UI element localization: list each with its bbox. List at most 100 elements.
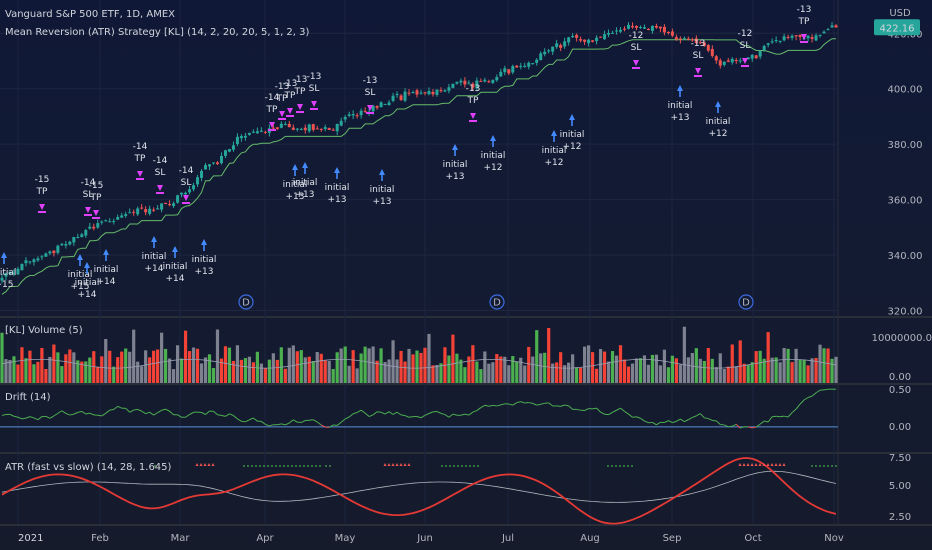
volume-bar[interactable] [650,354,655,383]
candle[interactable] [431,91,435,95]
volume-bar[interactable] [56,352,60,383]
volume-bar[interactable] [219,358,224,383]
volume-bar[interactable] [798,359,802,383]
volume-bar[interactable] [327,360,331,383]
volume-bar[interactable] [351,350,355,383]
volume-bar[interactable] [4,359,8,383]
volume-bar[interactable] [606,361,611,383]
candle[interactable] [615,30,619,32]
volume-bar[interactable] [423,347,427,383]
candle[interactable] [774,40,778,42]
candle[interactable] [164,202,168,205]
candle[interactable] [124,214,128,216]
candle[interactable] [778,40,782,42]
volume-bar[interactable] [363,346,367,383]
candle[interactable] [611,32,615,34]
candle[interactable] [231,145,235,150]
volume-bar[interactable] [183,330,188,383]
volume-bar[interactable] [567,362,571,383]
candle[interactable] [591,40,595,42]
candle[interactable] [331,129,335,131]
candle[interactable] [627,24,630,29]
candle[interactable] [511,66,515,73]
volume-bar[interactable] [770,357,774,383]
volume-bar[interactable] [16,364,20,383]
volume-bar[interactable] [499,356,503,383]
candle[interactable] [339,120,343,126]
volume-bar[interactable] [790,362,794,383]
volume-bar[interactable] [167,358,172,383]
candle[interactable] [623,28,627,30]
candle[interactable] [104,220,108,222]
candle[interactable] [595,37,599,42]
candle[interactable] [690,39,694,41]
volume-bar[interactable] [507,365,511,383]
volume-bar[interactable] [818,344,822,383]
volume-bar[interactable] [259,363,263,383]
candle[interactable] [607,32,611,35]
candle[interactable] [96,223,100,228]
candle[interactable] [80,234,84,238]
volume-bar[interactable] [778,362,782,383]
volume-bar[interactable] [112,366,116,383]
volume-bar[interactable] [543,352,547,383]
volume-bar[interactable] [834,356,838,383]
candle[interactable] [579,39,583,41]
volume-bar[interactable] [227,347,232,383]
candle[interactable] [455,81,459,84]
candle[interactable] [810,37,814,39]
candle[interactable] [28,261,32,263]
candle[interactable] [435,89,439,95]
volume-bar[interactable] [84,361,88,383]
candle[interactable] [116,217,120,220]
candle[interactable] [730,58,734,63]
candle[interactable] [275,127,279,129]
volume-bar[interactable] [72,352,76,383]
volume-bar[interactable] [403,361,407,383]
candle[interactable] [531,63,535,65]
candle[interactable] [128,212,132,214]
candle[interactable] [535,59,539,63]
volume-bar[interactable] [662,349,667,383]
candle[interactable] [786,36,790,38]
volume-bar[interactable] [263,368,267,383]
volume-bar[interactable] [48,356,52,383]
candle[interactable] [770,41,774,43]
candle[interactable] [403,91,407,101]
volume-bar[interactable] [511,356,515,383]
candle[interactable] [746,57,750,60]
volume-bar[interactable] [76,360,80,383]
candle[interactable] [363,110,367,112]
volume-bar[interactable] [714,367,718,383]
candle[interactable] [399,95,403,101]
candle[interactable] [204,165,208,170]
candle[interactable] [710,48,714,56]
candle[interactable] [76,236,80,238]
candle[interactable] [291,127,295,130]
volume-bar[interactable] [367,348,371,383]
volume-bar[interactable] [495,354,499,383]
candle[interactable] [547,50,551,52]
volume-bar[interactable] [535,330,539,383]
volume-bar[interactable] [223,346,228,383]
volume-bar[interactable] [519,357,523,383]
volume-bar[interactable] [730,344,734,383]
volume-bar[interactable] [315,352,319,383]
candle[interactable] [243,135,247,138]
volume-bar[interactable] [387,359,391,383]
volume-bar[interactable] [60,366,64,383]
candle[interactable] [371,105,375,112]
candle[interactable] [487,81,491,83]
candle[interactable] [255,131,259,134]
dividend-marker-icon[interactable] [738,294,754,310]
candle[interactable] [559,45,563,48]
volume-bar[interactable] [722,368,726,383]
candle[interactable] [132,211,136,213]
candle[interactable] [638,27,642,29]
candle[interactable] [706,45,710,51]
volume-bar[interactable] [551,363,555,383]
volume-bar[interactable] [738,340,742,383]
candle[interactable] [20,263,24,271]
candle[interactable] [12,272,16,274]
volume-bar[interactable] [187,351,192,383]
